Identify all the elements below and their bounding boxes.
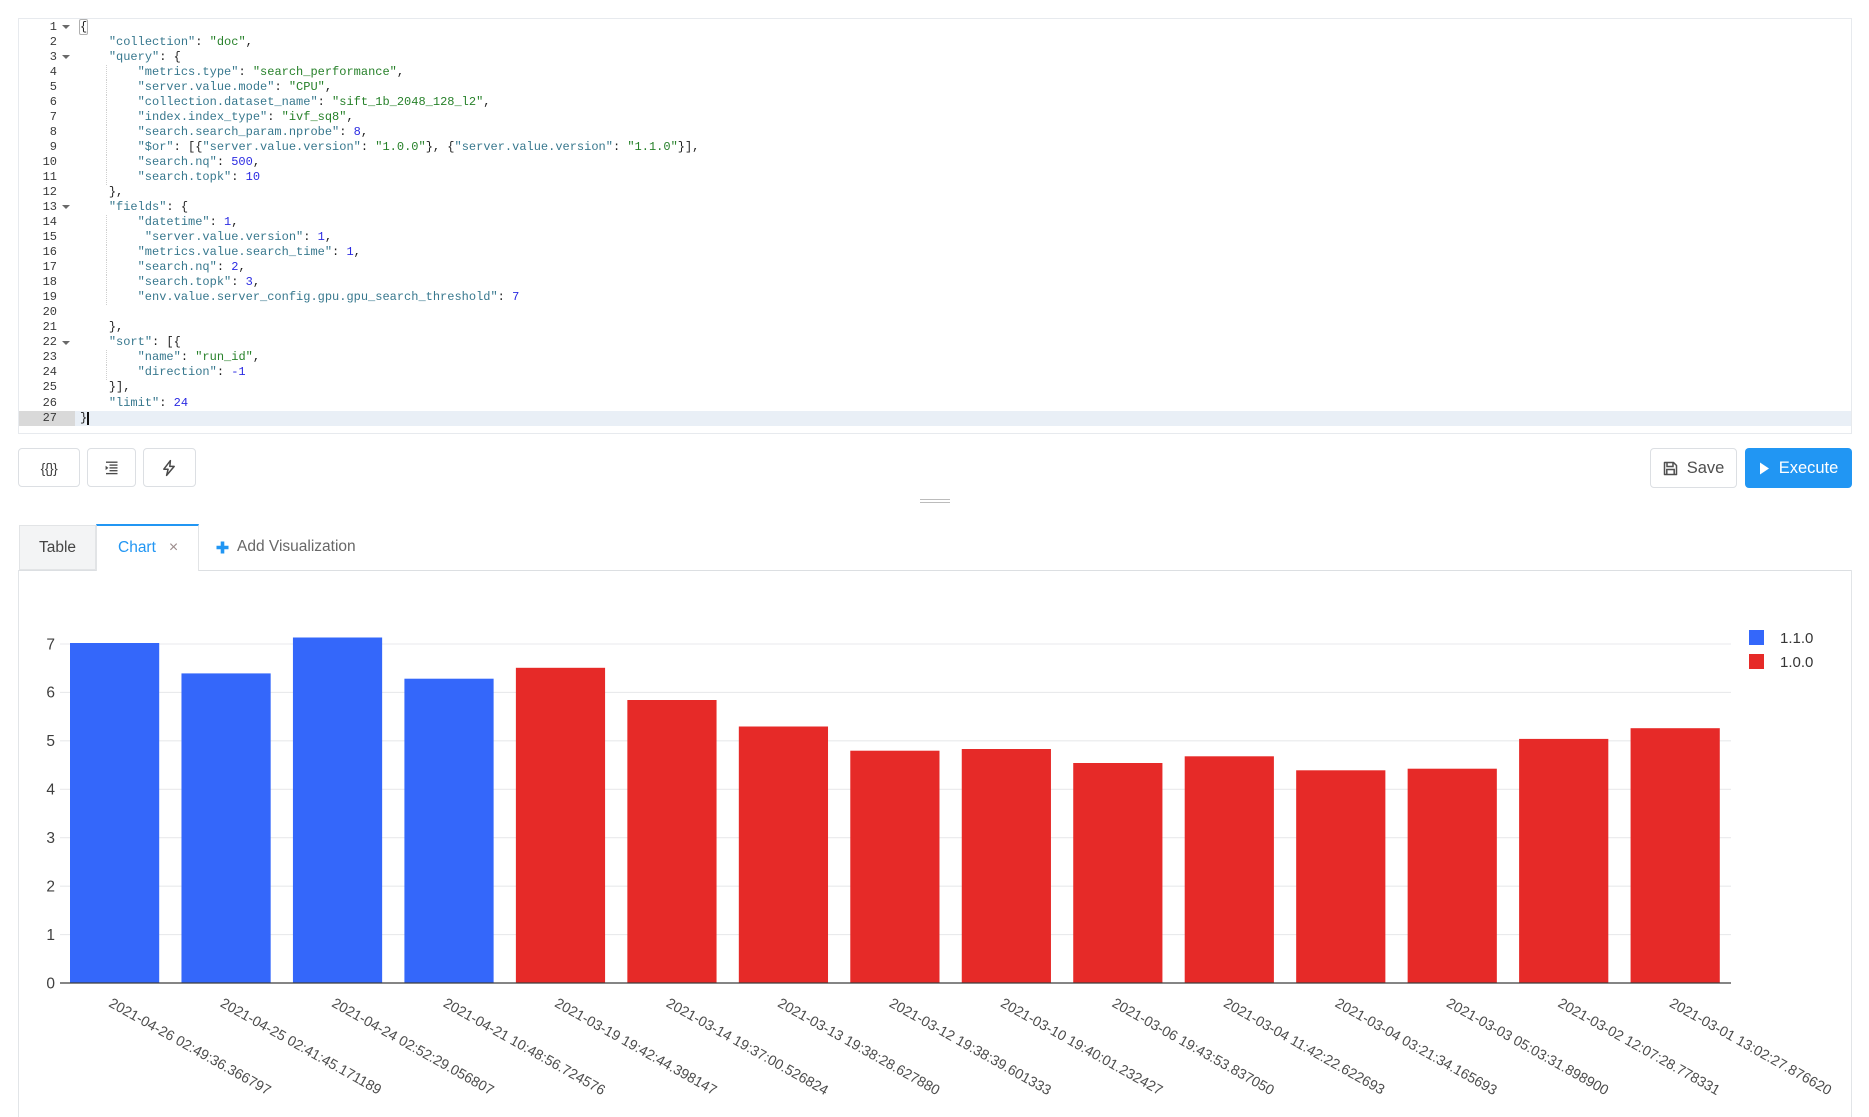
svg-text:2: 2: [46, 878, 55, 895]
svg-text:3: 3: [46, 830, 55, 847]
svg-text:1.1.0: 1.1.0: [1780, 630, 1813, 647]
svg-text:1: 1: [46, 927, 55, 944]
svg-text:0: 0: [46, 975, 55, 992]
svg-text:6: 6: [46, 685, 55, 702]
svg-text:7: 7: [46, 636, 55, 653]
svg-text:1.0.0: 1.0.0: [1780, 654, 1813, 671]
svg-text:5: 5: [46, 733, 55, 750]
svg-text:4: 4: [46, 782, 55, 799]
